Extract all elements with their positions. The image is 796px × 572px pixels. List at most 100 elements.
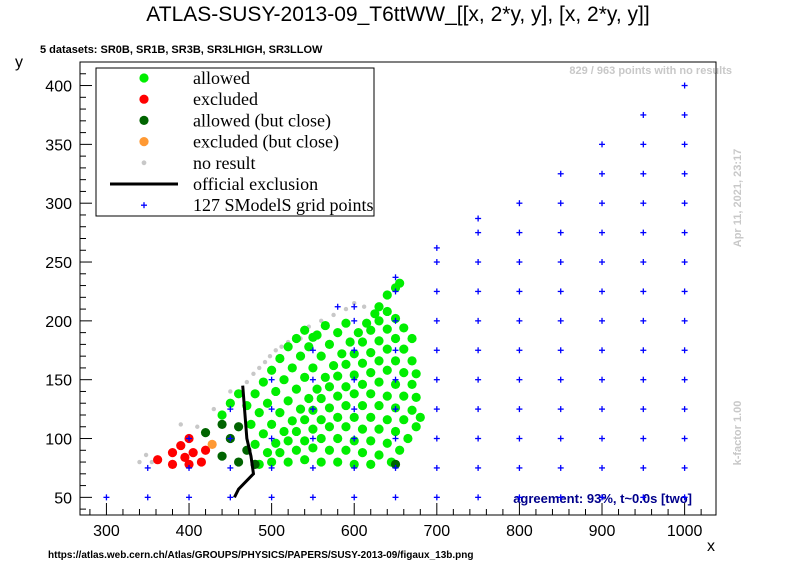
grid-point	[392, 274, 399, 281]
allowed-point	[295, 351, 306, 361]
legend-label: official exclusion	[193, 174, 318, 194]
x-tick-label: 700	[423, 523, 450, 540]
allowed-point	[291, 426, 302, 437]
x-tick-label: 900	[589, 523, 616, 540]
allowed-point	[390, 356, 401, 366]
allowed-point	[324, 422, 335, 432]
grid-point	[640, 406, 647, 413]
y-tick-label: 200	[45, 314, 72, 331]
allowed-point	[279, 375, 289, 385]
grid-point	[475, 435, 482, 442]
grid-point	[681, 435, 688, 442]
legend-marker	[139, 115, 149, 125]
excluded-point	[200, 445, 211, 455]
grid-point	[640, 464, 647, 471]
allowed-point	[395, 445, 405, 455]
grid-point	[433, 494, 440, 501]
no-result-point	[318, 318, 324, 324]
allowed-point	[291, 384, 302, 394]
allowed-point	[267, 457, 277, 467]
chart-title: ATLAS-SUSY-2013-09_T6ttWW_[[x, 2*y, y], …	[146, 3, 649, 26]
grid-point	[392, 347, 399, 354]
allowed-point	[357, 337, 368, 347]
grid-point	[681, 494, 688, 501]
allowed-point	[366, 325, 376, 335]
allowed-point	[374, 450, 384, 460]
allowed-point	[316, 415, 326, 425]
allowed-point	[341, 445, 351, 455]
allowed-point	[258, 377, 268, 387]
allowed-point	[357, 424, 368, 434]
allowed-point	[333, 433, 343, 444]
allowed-point	[349, 389, 359, 399]
x-tick-label: 600	[341, 523, 368, 540]
allowed-point	[233, 389, 244, 399]
allowed-point	[283, 436, 293, 446]
allowed-point	[300, 415, 310, 425]
allowed-point	[254, 408, 264, 418]
excluded-point	[180, 452, 190, 462]
grid-point	[475, 259, 482, 266]
datasets-note: 5 datasets: SR0B, SR1B, SR3B, SR3LHIGH, …	[40, 44, 323, 56]
grid-point	[557, 494, 564, 501]
grid-point	[557, 200, 564, 207]
grid-point	[640, 376, 647, 383]
allowed-point	[366, 412, 376, 422]
grid-point	[392, 288, 399, 295]
allowed-point	[382, 306, 392, 317]
allowed-point	[357, 358, 368, 368]
grid-point	[640, 170, 647, 177]
allowed-point	[246, 419, 256, 429]
no-result-point	[137, 459, 142, 465]
allowed-point	[295, 404, 306, 414]
excluded-point	[153, 455, 163, 465]
grid-point	[599, 288, 606, 295]
allowed-point	[250, 439, 260, 450]
allowed-point	[308, 443, 318, 453]
allowed-point	[275, 448, 285, 458]
allowed-point	[366, 368, 376, 378]
legend-entry: excluded (but close)	[139, 132, 339, 153]
grid-point	[227, 406, 234, 413]
grid-point	[599, 259, 606, 266]
allowed-point	[349, 412, 359, 422]
allowed-point	[283, 457, 293, 467]
grid-point	[681, 288, 688, 295]
grid-point	[640, 347, 647, 354]
legend-entry: allowed	[139, 68, 250, 88]
allowed-point	[374, 302, 384, 312]
grid-point	[557, 229, 564, 236]
legend-marker	[139, 94, 149, 104]
no-result-point	[257, 365, 262, 371]
allowed-point	[407, 379, 417, 389]
grid-point	[475, 464, 482, 471]
allowed-point	[333, 328, 343, 338]
grid-point	[475, 317, 482, 324]
grid-point	[516, 464, 523, 471]
grid-point	[309, 347, 316, 354]
no-result-point	[211, 406, 217, 412]
allowed-point	[308, 424, 318, 434]
grid-point	[516, 229, 523, 236]
grid-point	[599, 435, 606, 442]
grid-point	[433, 435, 440, 442]
grid-point	[640, 259, 647, 266]
grid-point	[599, 229, 606, 236]
grid-point	[640, 229, 647, 236]
grid-point	[392, 494, 399, 501]
allowed-point	[271, 438, 281, 448]
allowed-point	[291, 333, 302, 344]
allowed-point	[225, 398, 235, 408]
allowed-point	[316, 393, 326, 404]
allowed-point	[366, 436, 376, 446]
grid-point	[557, 376, 564, 383]
grid-point	[516, 494, 523, 501]
grid-point	[640, 435, 647, 442]
grid-point	[475, 347, 482, 354]
grid-point	[681, 259, 688, 266]
x-tick-label: 800	[506, 523, 533, 540]
allowed-point	[267, 365, 277, 375]
grid-point	[599, 141, 606, 148]
no-result-point	[279, 344, 284, 349]
allowed-point	[287, 416, 297, 426]
